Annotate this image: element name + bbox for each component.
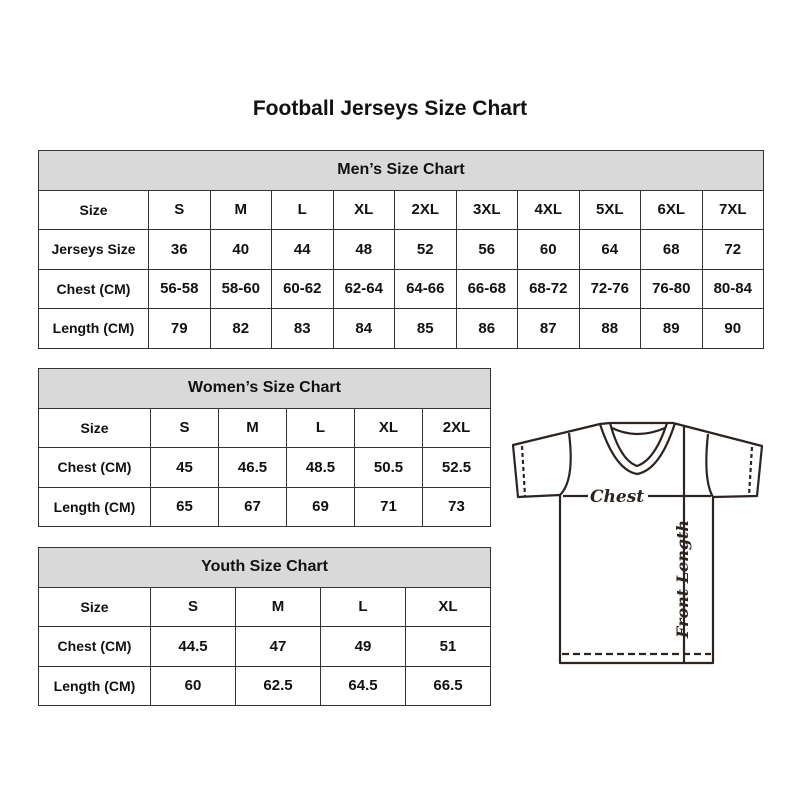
table-cell: 67 [218, 486, 287, 527]
row-label: Size [38, 586, 151, 627]
table-row: Chest (CM) 44.5 47 49 51 [38, 626, 491, 667]
table-row: Size S M L XL 2XL 3XL 4XL 5XL 6XL 7XL [38, 189, 764, 230]
table-row: Size S M L XL 2XL [38, 407, 491, 448]
table-cell: 44 [271, 229, 334, 270]
table-cell: 51 [405, 626, 491, 667]
table-cell: 66-68 [455, 268, 518, 309]
row-label: Length (CM) [38, 486, 151, 527]
table-cell: 45 [150, 447, 219, 488]
table-cell: 76-80 [640, 268, 703, 309]
table-cell: L [271, 189, 334, 230]
table-cell: 82 [209, 308, 272, 349]
table-cell: M [218, 407, 287, 448]
table-cell: 72-76 [578, 268, 641, 309]
table-cell: 60-62 [271, 268, 334, 309]
table-cell: 2XL [422, 407, 491, 448]
table-cell: 64.5 [320, 665, 406, 706]
table-cell: XL [405, 586, 491, 627]
table-cell: 52.5 [422, 447, 491, 488]
table-row: Jerseys Size 36 40 44 48 52 56 60 64 68 72 [38, 229, 764, 270]
table-cell: 87 [517, 308, 580, 349]
row-label: Jerseys Size [38, 229, 149, 270]
table-cell: 65 [150, 486, 219, 527]
table-cell: 88 [578, 308, 641, 349]
table-cell: M [235, 586, 321, 627]
table-cell: 71 [354, 486, 423, 527]
youth-size-table: Youth Size Chart Size S M L XL Chest (CM) 44.5 4… [38, 547, 491, 706]
table-cell: 49 [320, 626, 406, 667]
jersey-outline [511, 421, 764, 665]
table-cell: 85 [394, 308, 457, 349]
table-cell: 7XL [701, 189, 764, 230]
table-cell: S [150, 586, 236, 627]
table-row: Size S M L XL [38, 586, 491, 627]
table-cell: 60 [150, 665, 236, 706]
table-cell: 5XL [578, 189, 641, 230]
mens-size-table: Men’s Size Chart Size S M L XL 2XL 3XL 4XL 5XL 6XL… [38, 150, 764, 349]
table-cell: 44.5 [150, 626, 236, 667]
table-cell: XL [332, 189, 395, 230]
table-row: Length (CM) 60 62.5 64.5 66.5 [38, 665, 491, 706]
table-cell: 36 [148, 229, 211, 270]
table-cell: 68 [640, 229, 703, 270]
front-length-label: Front Length [673, 520, 692, 639]
table-cell: L [320, 586, 406, 627]
row-label: Size [38, 189, 149, 230]
men-table-caption: Men’s Size Chart [38, 150, 764, 191]
womens-size-table: Women’s Size Chart Size S M L XL 2XL Chest (CM)… [38, 368, 491, 527]
table-cell: 79 [148, 308, 211, 349]
table-row: Chest (CM) 45 46.5 48.5 50.5 52.5 [38, 447, 491, 488]
youth-table-caption: Youth Size Chart [38, 547, 491, 588]
page-title: Football Jerseys Size Chart [252, 97, 528, 120]
chest-label: Chest [590, 487, 644, 507]
women-table-caption: Women’s Size Chart [38, 368, 491, 409]
row-label: Chest (CM) [38, 447, 151, 488]
table-cell: 69 [286, 486, 355, 527]
table-cell: 62.5 [235, 665, 321, 706]
table-cell: 68-72 [517, 268, 580, 309]
table-cell: 48 [332, 229, 395, 270]
table-row: Length (CM) 65 67 69 71 73 [38, 486, 491, 527]
table-cell: 80-84 [701, 268, 764, 309]
table-cell: 62-64 [332, 268, 395, 309]
table-cell: 90 [701, 308, 764, 349]
table-cell: 47 [235, 626, 321, 667]
table-row: Length (CM) 79 82 83 84 85 86 87 88 89 90 [38, 308, 764, 349]
table-cell: L [286, 407, 355, 448]
row-label: Chest (CM) [38, 626, 151, 667]
table-cell: 40 [209, 229, 272, 270]
table-cell: 48.5 [286, 447, 355, 488]
table-cell: XL [354, 407, 423, 448]
table-cell: 56-58 [148, 268, 211, 309]
table-cell: 50.5 [354, 447, 423, 488]
table-cell: 6XL [640, 189, 703, 230]
table-cell: 66.5 [405, 665, 491, 706]
table-cell: 86 [455, 308, 518, 349]
table-cell: 84 [332, 308, 395, 349]
table-cell: 73 [422, 486, 491, 527]
row-label: Length (CM) [38, 308, 149, 349]
row-label: Size [38, 407, 151, 448]
table-cell: 60 [517, 229, 580, 270]
